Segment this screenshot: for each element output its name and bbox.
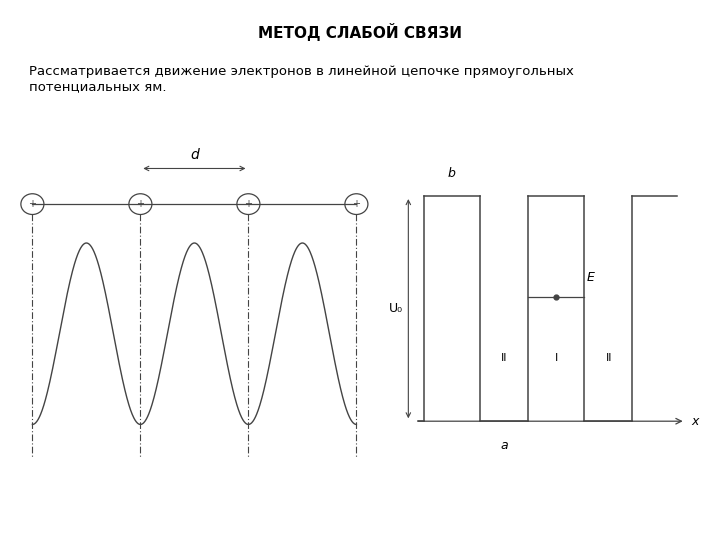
Text: Рассматривается движение электронов в линейной цепочке прямоугольных
потенциальн: Рассматривается движение электронов в ли…	[29, 65, 574, 93]
Text: a: a	[500, 439, 508, 452]
Text: U₀: U₀	[389, 302, 402, 315]
Text: d: d	[190, 148, 199, 162]
Text: x: x	[691, 415, 698, 428]
Text: +: +	[352, 199, 361, 209]
Text: +: +	[244, 199, 253, 209]
Text: E: E	[587, 271, 595, 284]
Text: +: +	[28, 199, 37, 209]
Text: b: b	[448, 167, 456, 180]
Text: МЕТОД СЛАБОЙ СВЯЗИ: МЕТОД СЛАБОЙ СВЯЗИ	[258, 23, 462, 42]
Text: Ⅱ: Ⅱ	[501, 353, 507, 363]
Text: +: +	[136, 199, 145, 209]
Text: Ⅱ: Ⅱ	[606, 353, 611, 363]
Text: I: I	[554, 353, 558, 363]
